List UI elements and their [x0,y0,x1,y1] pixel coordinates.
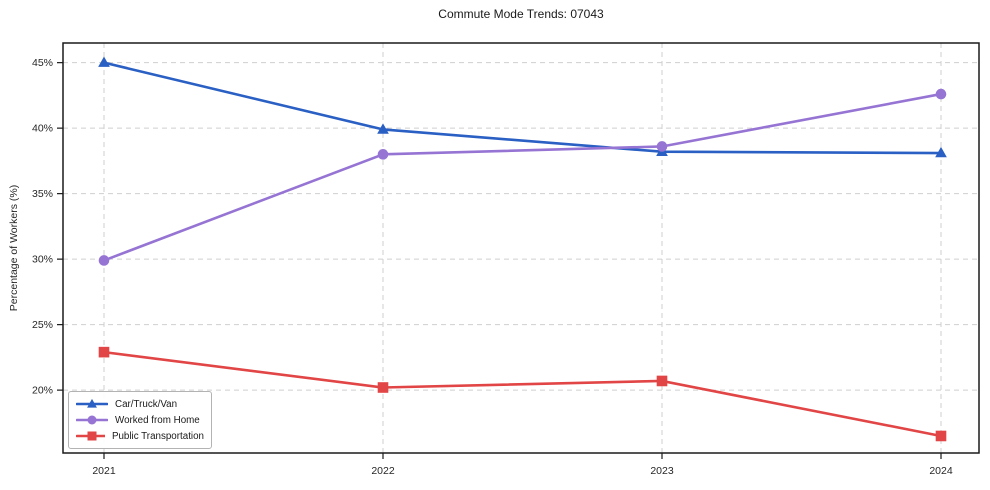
legend-label-car-truck-van: Car/Truck/Van [115,398,178,410]
y-tick-label: 45% [32,57,53,69]
series-marker-worked-from-home [935,88,947,100]
legend: Car/Truck/Van Worked from Home Public Tran… [68,391,212,449]
chart-title: Commute Mode Trends: 07043 [438,7,604,21]
series-marker-car-truck-van [98,56,110,67]
series-marker-worked-from-home [656,141,668,152]
series-marker-worked-from-home [98,255,110,266]
legend-item-public-transportation: Public Transportation [76,430,204,442]
series-marker-public-transportation [98,346,110,358]
plot-border [62,42,980,454]
y-tick-label: 40% [32,123,53,135]
legend-item-worked-from-home: Worked from Home [76,414,204,426]
legend-sample-triangle-icon [76,398,108,408]
series-marker-public-transportation [935,430,947,442]
y-tick-label: 30% [32,254,53,266]
series-marker-car-truck-van [935,146,947,158]
series-marker-public-transportation [377,382,389,393]
legend-sample-circle-icon [76,415,108,425]
x-tick-label: 2024 [929,465,953,477]
legend-sample-marker [87,431,97,441]
x-tick-label: 2021 [92,465,116,477]
legend-sample-marker [87,398,97,408]
legend-label-worked-from-home: Worked from Home [115,414,200,426]
legend-sample-marker [87,415,97,425]
series-line-worked-from-home [102,92,943,262]
legend-item-car-truck-van: Car/Truck/Van [76,398,204,410]
series-marker-public-transportation [656,375,668,387]
legend-label-public-transportation: Public Transportation [111,430,204,442]
series-marker-worked-from-home [377,149,389,160]
series-line-public-transportation [102,350,943,438]
x-tick-label: 2022 [371,465,395,477]
series-marker-car-truck-van [377,123,389,134]
y-tick-label: 25% [32,319,53,331]
y-tick-label: 20% [32,385,53,397]
series-line-car-truck-van [102,61,943,155]
x-tick-label: 2023 [650,465,674,477]
y-tick-label: 35% [32,188,53,200]
legend-sample-square-icon [76,431,105,441]
